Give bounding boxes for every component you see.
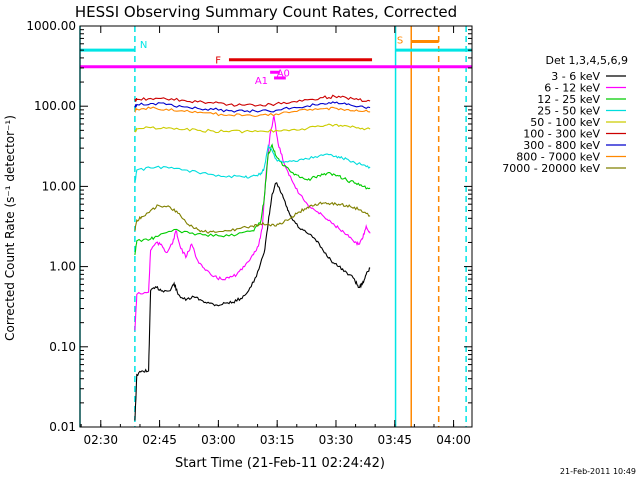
y-tick-label-1-00: 1.00	[49, 260, 76, 274]
series-line-3-6-kev	[134, 182, 371, 421]
y-tick-label-10-00: 10.00	[42, 179, 76, 193]
x-axis-label: Start Time (21-Feb-11 02:24:42)	[175, 456, 385, 471]
series-line-100-300-kev	[134, 94, 371, 107]
legend-label-7000-20000-kev: 7000 - 20000 keV	[502, 162, 600, 175]
y-axis-label: Corrected Count Rate (s⁻¹ detector⁻¹)	[3, 115, 17, 341]
legend-label-6-12-kev: 6 - 12 keV	[544, 82, 600, 95]
series-line-800-7000-kev	[134, 106, 371, 118]
legend-label-25-50-kev: 25 - 50 keV	[537, 105, 600, 118]
series-line-300-800-kev	[134, 101, 371, 113]
legend-label-800-7000-kev: 800 - 7000 keV	[516, 151, 600, 164]
x-tick-label-02-45: 02:45	[142, 433, 177, 447]
series-line-12-25-kev	[134, 143, 371, 255]
legend-label-3-6-kev: 3 - 6 keV	[551, 70, 600, 83]
flag-label-n: N	[140, 40, 147, 51]
x-tick-label-03-45: 03:45	[377, 433, 412, 447]
series-lines	[134, 94, 371, 421]
flag-label-f: F	[215, 56, 221, 67]
legend-label-100-300-kev: 100 - 300 keV	[523, 128, 600, 141]
series-line-6-12-kev	[134, 114, 371, 331]
legend-title: Det 1,3,4,5,6,9	[545, 54, 628, 67]
x-tick-label-03-15: 03:15	[260, 433, 295, 447]
series-line-7000-20000-kev	[134, 201, 371, 234]
x-tick-label-03-00: 03:00	[201, 433, 236, 447]
y-tick-label-1000-00: 1000.00	[26, 19, 76, 33]
flag-label-a0: A0	[277, 68, 290, 79]
x-tick-label-04-00: 04:00	[436, 433, 471, 447]
chart-title: HESSI Observing Summary Count Rates, Cor…	[75, 3, 457, 21]
plot-frame	[79, 25, 473, 428]
legend-label-50-100-kev: 50 - 100 keV	[530, 116, 600, 129]
x-tick-label-03-30: 03:30	[319, 433, 354, 447]
y-axis: 0.01 0.10 1.00 10.00 100.00 1000.00	[26, 19, 472, 434]
legend-label-12-25-kev: 12 - 25 keV	[537, 93, 600, 106]
series-line-50-100-kev	[134, 123, 371, 134]
x-tick-label-02-30: 02:30	[83, 433, 118, 447]
y-tick-label-0-10: 0.10	[49, 340, 76, 354]
x-axis: 02:30 02:45 03:00 03:15 03:30 03:45 04:00	[80, 26, 471, 447]
legend-label-300-800-kev: 300 - 800 keV	[523, 139, 600, 152]
y-tick-label-100-00: 100.00	[34, 99, 76, 113]
flag-bars: N F S A0 A1	[80, 36, 472, 87]
y-tick-label-0-01: 0.01	[49, 420, 76, 434]
flag-label-a1: A1	[255, 76, 268, 87]
flag-label-s: S	[397, 36, 403, 47]
series-line-25-50-kev	[134, 143, 371, 184]
footer-timestamp: 21-Feb-2011 10:49	[560, 467, 636, 476]
